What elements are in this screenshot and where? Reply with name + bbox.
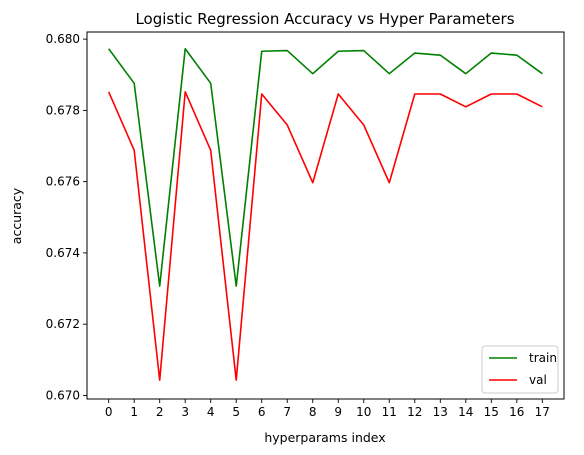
y-axis-label: accuracy — [9, 187, 24, 244]
x-axis-label: hyperparams index — [264, 430, 385, 445]
x-tick-label: 8 — [309, 405, 317, 419]
legend-label-train: train — [529, 351, 557, 365]
series-line-train — [108, 47, 543, 287]
x-tick-label: 15 — [484, 405, 499, 419]
x-tick-label: 6 — [258, 405, 266, 419]
x-tick-label: 7 — [283, 405, 291, 419]
y-tick-label: 0.676 — [46, 175, 80, 189]
x-tick-label: 9 — [334, 405, 342, 419]
legend: train val — [481, 345, 559, 394]
plot-frame — [86, 31, 565, 400]
x-tick-label: 12 — [407, 405, 422, 419]
y-tick-label: 0.678 — [46, 103, 80, 117]
chart-title: Logistic Regression Accuracy vs Hyper Pa… — [135, 10, 514, 28]
y-tick-label: 0.680 — [46, 32, 80, 46]
x-tick-label: 4 — [207, 405, 215, 419]
x-tick-label: 0 — [105, 405, 113, 419]
x-tick-label: 14 — [458, 405, 473, 419]
x-tick-label: 10 — [356, 405, 371, 419]
series-line-val — [107, 91, 543, 381]
x-tick-label: 11 — [382, 405, 397, 419]
x-tick-label: 17 — [535, 405, 550, 419]
x-tick-label: 3 — [181, 405, 189, 419]
x-tick-label: 1 — [130, 405, 138, 419]
x-tick-label: 13 — [433, 405, 448, 419]
x-tick-label: 2 — [156, 405, 164, 419]
y-tick-label: 0.674 — [46, 246, 80, 260]
x-tick-label: 5 — [232, 405, 240, 419]
y-tick-label: 0.672 — [46, 317, 80, 331]
y-tick-label: 0.670 — [46, 388, 80, 402]
x-tick-label: 16 — [509, 405, 524, 419]
legend-label-val: val — [529, 373, 547, 387]
